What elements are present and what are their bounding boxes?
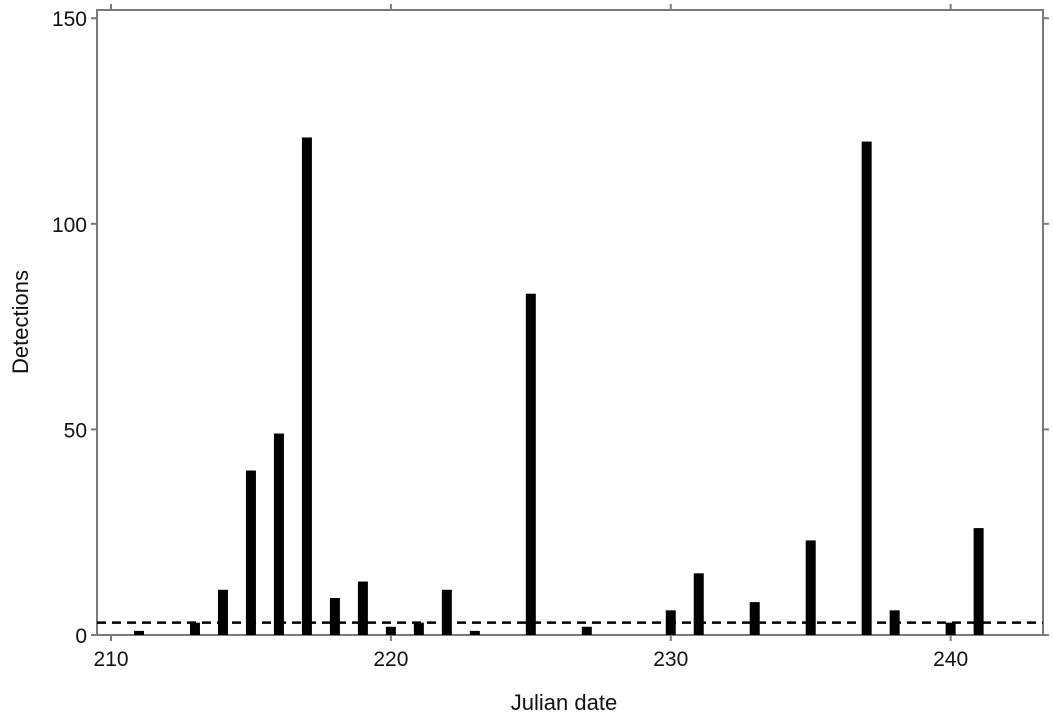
bar [525, 293, 536, 635]
bar [301, 137, 312, 635]
x-tick-label: 230 [653, 648, 688, 671]
x-axis: 210 220 230 240 [93, 4, 968, 671]
bar [749, 602, 760, 635]
bar [805, 540, 816, 635]
y-axis: 0 50 100 150 [52, 8, 1049, 648]
bar [973, 528, 984, 635]
bar [861, 141, 872, 635]
y-tick-label: 150 [52, 8, 87, 31]
bar [189, 622, 200, 635]
bar [693, 573, 704, 635]
plot-frame [96, 9, 1044, 636]
x-tick-label: 220 [373, 648, 408, 671]
x-tick-label: 210 [93, 648, 128, 671]
y-tick-label: 0 [75, 625, 87, 648]
bar [217, 589, 228, 635]
bar [469, 630, 480, 635]
y-tick-label: 100 [52, 214, 87, 237]
bar [581, 626, 592, 635]
bar [273, 433, 284, 635]
bar-series [133, 137, 984, 635]
y-axis-title: Detections [8, 270, 33, 374]
bar [413, 622, 424, 635]
bar [245, 470, 256, 635]
x-axis-title: Julian date [511, 690, 617, 715]
y-tick-label: 50 [64, 419, 87, 442]
bar [441, 589, 452, 635]
bar [945, 622, 956, 635]
bar [329, 597, 340, 635]
x-tick-label: 240 [933, 648, 968, 671]
bar [357, 581, 368, 635]
bar [385, 626, 396, 635]
bar [133, 630, 144, 635]
